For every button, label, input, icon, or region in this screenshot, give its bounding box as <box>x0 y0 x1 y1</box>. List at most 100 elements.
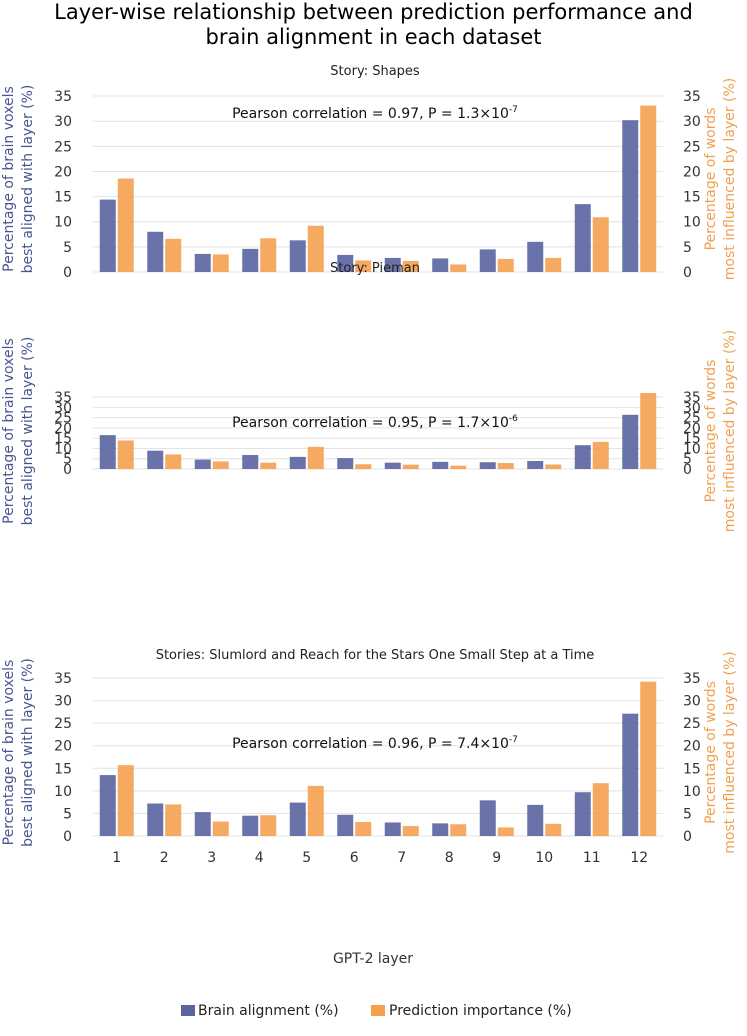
legend-swatch-brain <box>181 1005 195 1016</box>
x-tick-label: 8 <box>445 850 454 866</box>
panel-1: Story: Shapes 0 0 5 5 10 10 15 15 20 20 25 25 30 30 35 3… <box>1 64 738 281</box>
bar-prediction <box>165 454 182 469</box>
bar-brain <box>337 254 354 272</box>
left-tick-label: 15 <box>54 761 72 777</box>
left-axis-label: Percentage of brain voxels best aligned w… <box>1 337 36 526</box>
left-axis-label: Percentage of brain voxels best aligned w… <box>1 85 36 274</box>
bar-brain <box>99 199 116 272</box>
bar-brain <box>194 459 211 469</box>
left-tick-label: 35 <box>54 390 72 406</box>
bar-brain <box>242 248 259 272</box>
bar-brain <box>527 460 544 469</box>
bar-prediction <box>355 260 372 272</box>
right-tick-label: 20 <box>683 421 701 437</box>
bar-prediction <box>212 254 229 272</box>
x-tick-label: 1 <box>112 850 121 866</box>
bar-brain <box>432 258 449 272</box>
bar-prediction <box>592 217 609 272</box>
right-tick-label: 0 <box>683 265 692 281</box>
bar-prediction <box>260 238 277 272</box>
bar-brain <box>242 815 259 836</box>
bar-brain <box>147 803 164 836</box>
legend: Brain alignment (%) Prediction importanc… <box>181 1003 572 1019</box>
right-tick-label: 35 <box>683 390 701 406</box>
right-tick-label: 20 <box>683 739 701 755</box>
right-tick-label: 30 <box>683 400 701 416</box>
left-tick-label: 10 <box>54 441 72 457</box>
right-tick-label: 35 <box>683 89 701 105</box>
left-tick-label: 30 <box>54 114 72 130</box>
left-tick-label: 25 <box>54 716 72 732</box>
bar-brain <box>622 414 639 469</box>
bar-brain <box>479 462 496 469</box>
left-tick-label: 5 <box>63 240 72 256</box>
bar-brain <box>432 823 449 836</box>
bar-prediction <box>117 765 134 836</box>
bar-prediction <box>640 105 657 272</box>
legend-label-brain: Brain alignment (%) <box>198 1003 339 1019</box>
left-tick-label: 25 <box>54 139 72 155</box>
bar-prediction <box>450 824 467 836</box>
bar-prediction <box>260 815 277 836</box>
right-tick-label: 5 <box>683 240 692 256</box>
bar-prediction <box>545 464 562 469</box>
legend-label-prediction: Prediction importance (%) <box>389 1003 572 1019</box>
right-axis-label: Percentage of words most influenced by la… <box>703 651 738 853</box>
right-tick-label: 5 <box>683 806 692 822</box>
left-tick-label: 0 <box>63 462 72 478</box>
x-axis-label: GPT-2 layer <box>333 951 413 967</box>
right-tick-label: 10 <box>683 441 701 457</box>
bar-brain <box>479 800 496 836</box>
bar-prediction <box>165 804 182 836</box>
panel-title: Story: Shapes <box>330 64 420 79</box>
bar-prediction <box>307 785 324 836</box>
bar-brain <box>289 802 306 836</box>
right-tick-label: 25 <box>683 139 701 155</box>
bar-brain <box>384 257 401 272</box>
left-tick-label: 20 <box>54 739 72 755</box>
bar-brain <box>289 456 306 469</box>
bar-prediction <box>307 225 324 272</box>
bar-prediction <box>402 464 419 469</box>
right-tick-label: 20 <box>683 164 701 180</box>
x-tick-label: 3 <box>207 850 216 866</box>
x-tick-label: 2 <box>160 850 169 866</box>
bar-brain <box>527 241 544 272</box>
bar-prediction <box>545 823 562 836</box>
bar-prediction <box>212 461 229 469</box>
bar-prediction <box>117 178 134 272</box>
bar-brain <box>384 822 401 836</box>
bar-prediction <box>165 238 182 272</box>
right-tick-label: 25 <box>683 716 701 732</box>
left-tick-label: 15 <box>54 190 72 206</box>
bar-brain <box>527 804 544 836</box>
right-axis-label: Percentage of words most influenced by la… <box>703 78 738 280</box>
bar-brain <box>242 455 259 469</box>
right-tick-label: 5 <box>683 452 692 468</box>
figure-title-line2: brain alignment in each dataset <box>206 25 542 49</box>
correlation-annotation: Pearson correlation = 0.97, P = 1.3×10-7 <box>232 105 518 122</box>
bar-prediction <box>450 264 467 272</box>
bar-prediction <box>592 783 609 836</box>
right-tick-label: 15 <box>683 761 701 777</box>
figure-title-line1: Layer-wise relationship between predicti… <box>54 0 693 24</box>
left-tick-label: 15 <box>54 431 72 447</box>
bar-prediction <box>402 826 419 836</box>
x-tick-label: 4 <box>255 850 264 866</box>
bar-brain <box>574 445 591 469</box>
right-tick-label: 30 <box>683 114 701 130</box>
bar-prediction <box>355 822 372 836</box>
x-tick-label: 6 <box>350 850 359 866</box>
bar-brain <box>99 775 116 836</box>
left-tick-label: 25 <box>54 411 72 427</box>
bar-prediction <box>307 446 324 469</box>
bar-brain <box>337 458 354 469</box>
panel-title: Stories: Slumlord and Reach for the Star… <box>156 648 595 663</box>
bar-prediction <box>592 441 609 469</box>
right-tick-label: 15 <box>683 190 701 206</box>
bar-brain <box>574 204 591 272</box>
bar-brain <box>194 812 211 836</box>
bar-prediction <box>450 465 467 469</box>
